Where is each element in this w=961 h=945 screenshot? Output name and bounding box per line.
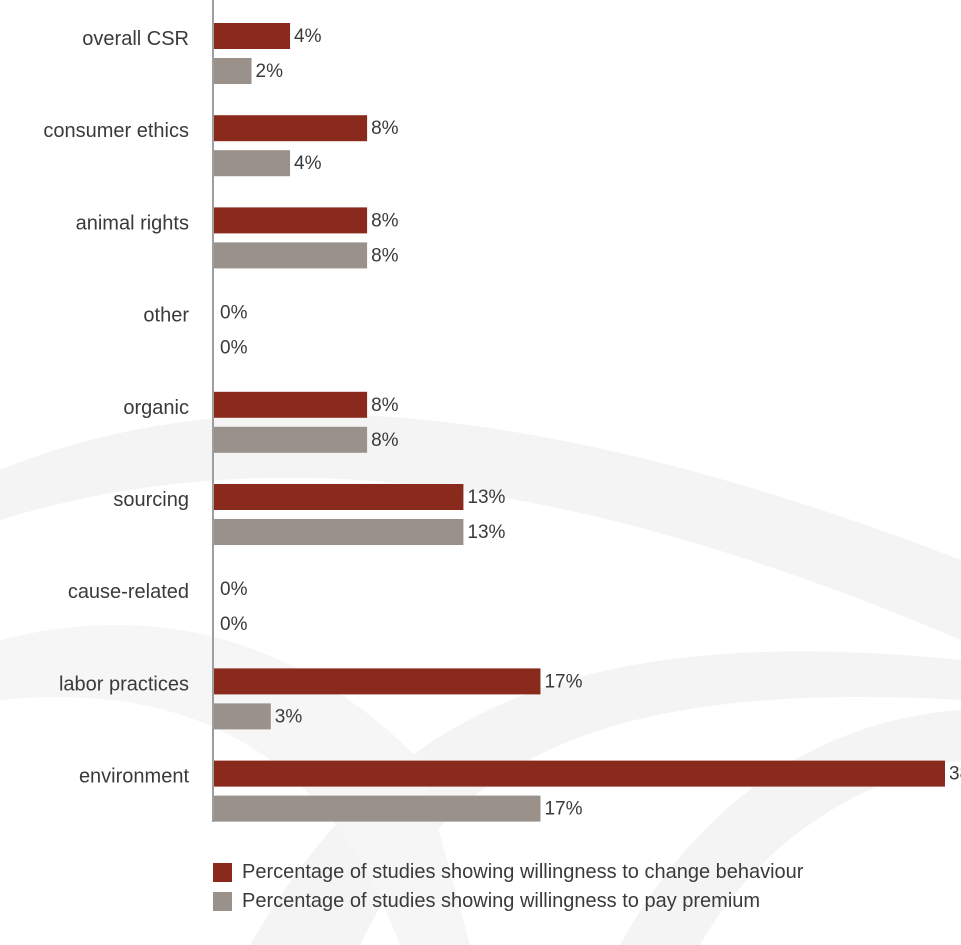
- bar-change-overall-csr: [213, 23, 291, 49]
- bar-change-animal-rights: [213, 207, 368, 234]
- value-label-premium-labor-practices: 3%: [275, 706, 303, 727]
- bar-change-consumer-ethics: [213, 115, 368, 142]
- bar-change-sourcing: [213, 484, 464, 510]
- category-label-sourcing: sourcing: [113, 489, 189, 511]
- category-label-environment: environment: [79, 766, 190, 788]
- value-label-change-overall-csr: 4%: [294, 26, 322, 47]
- value-label-change-animal-rights: 8%: [371, 210, 399, 231]
- category-label-other: other: [143, 305, 189, 327]
- legend: Percentage of studies showing willingnes…: [213, 858, 803, 916]
- bar-premium-sourcing: [213, 519, 464, 545]
- value-label-change-consumer-ethics: 8%: [371, 118, 399, 139]
- value-label-premium-overall-csr: 2%: [256, 61, 284, 82]
- value-label-premium-environment: 17%: [544, 799, 582, 820]
- value-label-premium-consumer-ethics: 4%: [294, 153, 322, 174]
- legend-item-premium: Percentage of studies showing willingnes…: [213, 887, 803, 916]
- bar-premium-animal-rights: [213, 242, 368, 269]
- bar-premium-environment: [213, 795, 541, 822]
- category-label-consumer-ethics: consumer ethics: [43, 120, 189, 142]
- category-label-organic: organic: [123, 397, 189, 419]
- bar-premium-consumer-ethics: [213, 150, 291, 177]
- value-label-change-labor-practices: 17%: [544, 671, 582, 692]
- bar-change-environment: [213, 760, 945, 787]
- value-label-premium-sourcing: 13%: [467, 522, 505, 543]
- bars-layer: [213, 23, 945, 822]
- bar-premium-overall-csr: [213, 58, 252, 84]
- legend-label-premium: Percentage of studies showing willingnes…: [242, 890, 761, 912]
- category-label-cause-related: cause-related: [68, 581, 189, 603]
- value-label-change-cause-related: 0%: [220, 579, 248, 600]
- bar-premium-organic: [213, 426, 368, 453]
- value-label-change-other: 0%: [220, 303, 248, 324]
- value-label-change-organic: 8%: [371, 395, 399, 416]
- bar-premium-labor-practices: [213, 703, 271, 730]
- bar-change-labor-practices: [213, 668, 541, 695]
- category-label-animal-rights: animal rights: [76, 212, 189, 234]
- legend-swatch-change: [213, 863, 232, 882]
- value-label-premium-organic: 8%: [371, 430, 399, 451]
- value-label-change-sourcing: 13%: [467, 487, 505, 508]
- value-label-change-environment: 38%: [949, 764, 961, 785]
- category-label-labor-practices: labor practices: [59, 673, 189, 695]
- legend-item-change: Percentage of studies showing willingnes…: [213, 858, 803, 887]
- value-label-premium-cause-related: 0%: [220, 614, 248, 635]
- value-label-premium-other: 0%: [220, 338, 248, 359]
- legend-swatch-premium: [213, 892, 232, 911]
- category-label-overall-csr: overall CSR: [82, 28, 189, 50]
- swoosh-band-3: [0, 625, 470, 945]
- bar-change-organic: [213, 391, 368, 418]
- value-label-premium-animal-rights: 8%: [371, 245, 399, 266]
- legend-label-change: Percentage of studies showing willingnes…: [242, 861, 804, 883]
- swoosh-band-1: [0, 413, 961, 640]
